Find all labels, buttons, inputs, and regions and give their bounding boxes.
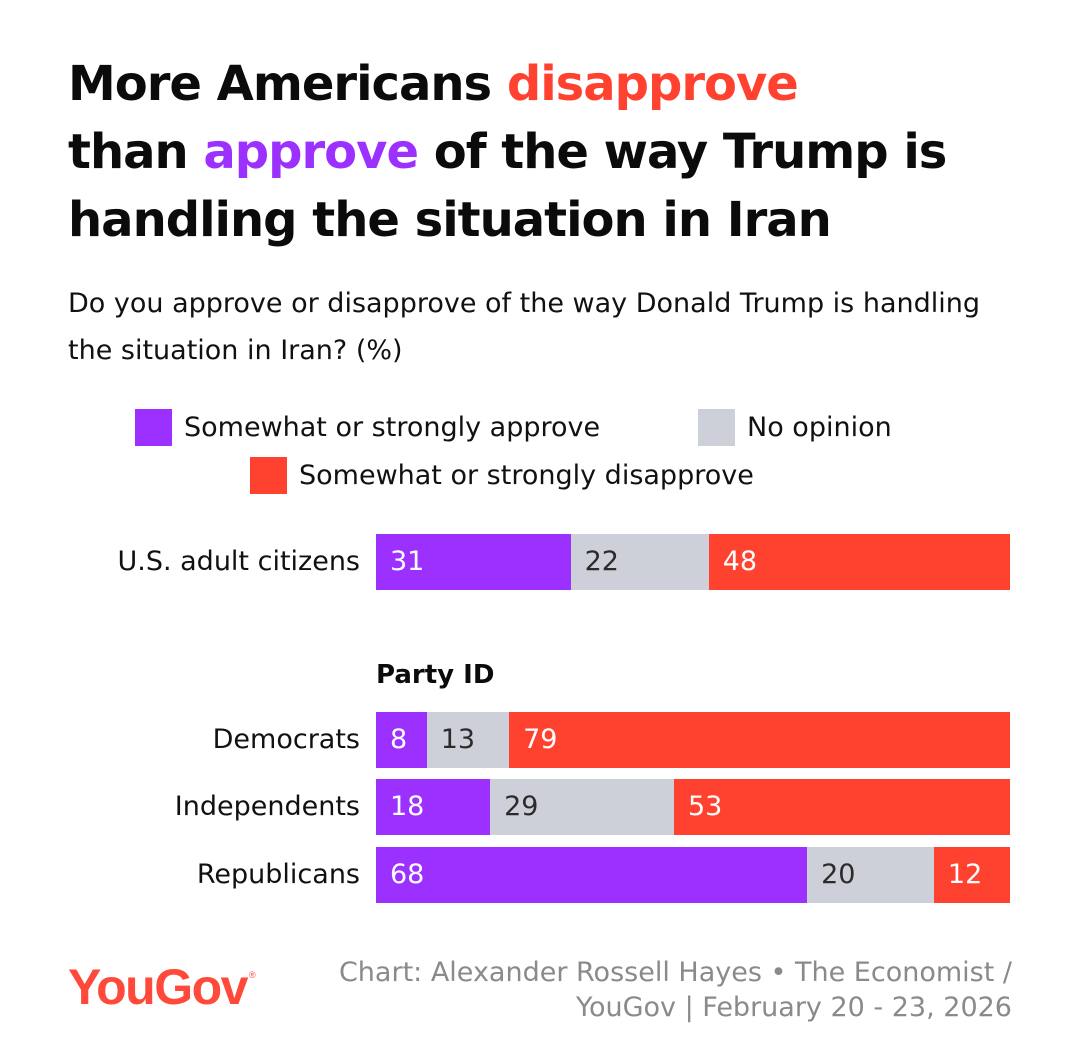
legend-swatch-disapprove: [250, 456, 287, 494]
bar-segment-u-s-adult-citizens-approve: 31: [376, 534, 571, 590]
chart-source: Chart: Alexander Rossell Hayes • The Eco…: [338, 957, 1012, 1023]
data-label-democrats-disapprove: 79: [523, 724, 558, 755]
data-label-independents-disapprove: 53: [687, 791, 723, 822]
bar-segment-republicans-disapprove: 12: [933, 847, 1010, 903]
chart-subtitle: Do you approve or disapprove of the way …: [68, 288, 980, 366]
bar-segment-democrats-no-opinion: 13: [426, 712, 510, 768]
legend-item-approve: Somewhat or strongly approve: [135, 407, 600, 447]
bar-segment-independents-no-opinion: 29: [490, 779, 674, 835]
bar-segment-u-s-adult-citizens-disapprove: 48: [708, 534, 1010, 590]
bar-segment-democrats-approve: 8: [376, 712, 427, 768]
group-header-party-id: Party ID: [376, 660, 495, 690]
data-label-republicans-approve: 68: [390, 859, 425, 890]
bar-independents: 18 29 53: [376, 779, 1010, 835]
bar-republicans: 68 20 12: [376, 847, 1010, 903]
legend-item-disapprove: Somewhat or strongly disapprove: [250, 455, 754, 495]
row-label-democrats: Democrats: [212, 724, 360, 755]
bar-segment-democrats-disapprove: 79: [509, 712, 1010, 768]
data-label-u-s-adult-citizens-disapprove: 48: [722, 546, 758, 577]
data-label-independents-approve: 18: [390, 791, 425, 822]
title-part-2: than: [68, 124, 204, 180]
data-label-republicans-no-opinion: 20: [821, 859, 856, 890]
bar-us-adult-citizens: 31 22 48: [376, 534, 1010, 590]
legend-swatch-no-opinion: [698, 408, 735, 446]
chart-title: More Americans disapprove than approve o…: [68, 50, 1048, 254]
row-label-independents: Independents: [174, 791, 360, 822]
legend-swatch-approve: [135, 408, 172, 446]
legend-label-approve: Somewhat or strongly approve: [184, 411, 601, 443]
data-label-u-s-adult-citizens-approve: 31: [390, 546, 425, 577]
title-highlight-approve: approve: [203, 124, 419, 180]
data-label-democrats-no-opinion: 13: [440, 724, 476, 755]
legend-label-no-opinion: No opinion: [747, 411, 892, 443]
logo-text: YouGov: [68, 959, 248, 1015]
bar-democrats: 8 13 79: [376, 712, 1010, 768]
row-label-republicans: Republicans: [196, 859, 360, 890]
data-label-independents-no-opinion: 29: [504, 791, 539, 822]
title-part-1: More Americans: [68, 56, 507, 112]
bar-segment-republicans-no-opinion: 20: [807, 847, 934, 903]
yougov-logo: YouGov ®: [68, 958, 256, 1016]
bar-segment-u-s-adult-citizens-no-opinion: 22: [570, 534, 709, 590]
legend-item-no-opinion: No opinion: [698, 407, 892, 447]
data-label-democrats-approve: 8: [390, 724, 408, 755]
bar-segment-independents-approve: 18: [376, 779, 491, 835]
bar-segment-independents-disapprove: 53: [673, 779, 1010, 835]
row-label-us-adult-citizens: U.S. adult citizens: [117, 546, 360, 577]
title-part-3: of the way Trump is handling the situati…: [68, 124, 947, 248]
title-highlight-disapprove: disapprove: [506, 56, 799, 112]
legend-label-disapprove: Somewhat or strongly disapprove: [299, 459, 754, 491]
bar-segment-republicans-approve: 68: [376, 847, 808, 903]
data-label-republicans-disapprove: 12: [947, 859, 983, 890]
data-label-u-s-adult-citizens-no-opinion: 22: [584, 546, 619, 577]
logo-registered-mark: ®: [248, 970, 256, 980]
